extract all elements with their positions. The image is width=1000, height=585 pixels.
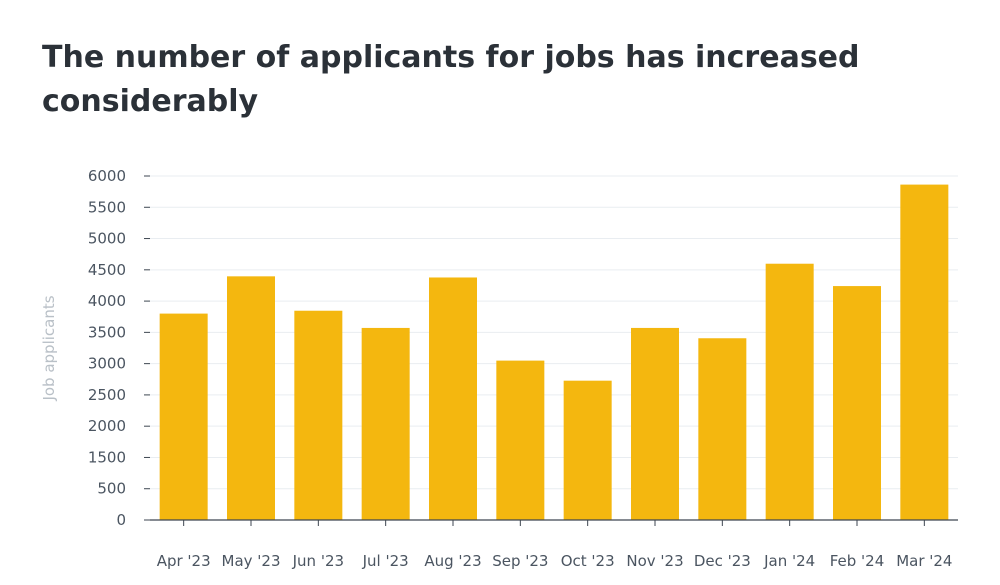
y-tick-label: 1500: [88, 448, 126, 466]
x-tick-label: Jan '24: [763, 552, 815, 570]
x-tick-label: Jul '23: [362, 552, 409, 570]
x-tick-label: Oct '23: [561, 552, 615, 570]
chart-title: The number of applicants for jobs has in…: [42, 40, 860, 119]
bar: [496, 360, 545, 520]
y-axis-label: Job applicants: [40, 295, 58, 401]
x-tick-label: Mar '24: [896, 552, 952, 570]
gridlines: [150, 175, 958, 490]
x-tick-label: Sep '23: [492, 552, 548, 570]
axes: [144, 175, 958, 526]
bar: [361, 327, 410, 520]
bar: [227, 276, 275, 520]
y-tick-label: 3000: [88, 355, 126, 373]
y-tick-label: 4000: [88, 292, 126, 310]
bar: [900, 184, 949, 520]
bar: [429, 277, 477, 520]
bar: [159, 313, 208, 520]
y-tick-label: 5000: [88, 230, 126, 248]
bar: [294, 310, 343, 520]
bars: [159, 184, 949, 520]
y-tick-label: 5500: [88, 198, 126, 216]
bar: [833, 286, 881, 520]
y-tick-label: 3500: [88, 323, 126, 341]
y-tick-label: 4500: [88, 261, 126, 279]
x-tick-label: Apr '23: [157, 552, 211, 570]
bar: [631, 327, 679, 520]
x-axis-ticks: Apr '23 May '23 Jun '23 Jul '23 Aug '23 Sep '…: [157, 552, 953, 570]
x-tick-label: Jun '23: [292, 552, 344, 570]
y-axis-ticks: 0 500 1500 2000 2500 3000 3500 4000 4500 5000 5500…: [88, 167, 126, 529]
x-tick-label: Aug '23: [424, 552, 481, 570]
y-tick-label: 2000: [88, 417, 126, 435]
y-tick-label: 2500: [88, 386, 126, 404]
bar: [563, 380, 612, 520]
x-tick-label: May '23: [222, 552, 281, 570]
y-tick-label: 6000: [88, 167, 126, 185]
y-tick-label: 500: [97, 480, 126, 498]
x-tick-label: Nov '23: [626, 552, 683, 570]
bar: [765, 263, 814, 520]
x-tick-label: Feb '24: [830, 552, 885, 570]
bar: [698, 338, 747, 520]
y-tick-label: 0: [116, 511, 126, 529]
x-tick-label: Dec '23: [694, 552, 751, 570]
